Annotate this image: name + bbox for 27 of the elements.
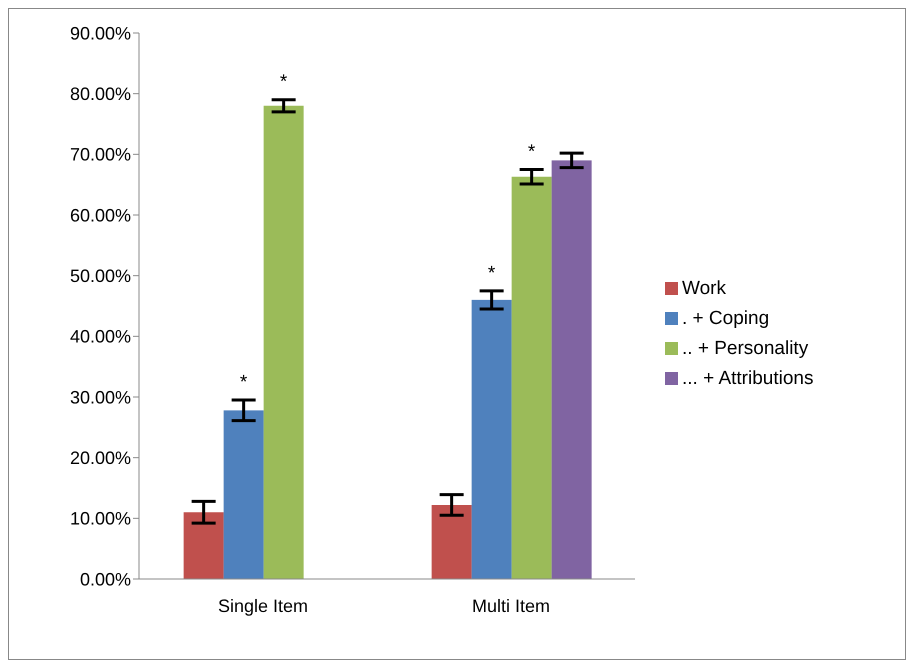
- data-label: *: [528, 142, 536, 162]
- y-tick-label: 30.00%: [70, 387, 131, 408]
- legend-label: ... + Attributions: [682, 368, 814, 389]
- bar: [552, 160, 592, 579]
- y-tick-label: 60.00%: [70, 205, 131, 226]
- bar: [184, 512, 224, 579]
- y-tick-label: 0.00%: [80, 569, 131, 590]
- bar: [472, 300, 512, 579]
- bar: [264, 106, 304, 579]
- bar: [432, 504, 472, 579]
- bar: [512, 176, 552, 579]
- y-tick-label: 70.00%: [70, 144, 131, 165]
- data-label: *: [240, 372, 248, 394]
- y-tick-label: 50.00%: [70, 266, 131, 286]
- bar: [224, 410, 264, 579]
- legend-label: .. + Personality: [682, 338, 808, 359]
- y-tick-label: 10.00%: [70, 508, 131, 529]
- y-tick-label: 40.00%: [70, 326, 131, 347]
- y-tick-label: 90.00%: [70, 23, 131, 44]
- data-label: *: [280, 72, 288, 93]
- y-tick-label: 20.00%: [70, 448, 131, 468]
- legend-label: . + Coping: [682, 308, 770, 329]
- y-tick-label: 80.00%: [70, 84, 131, 104]
- x-tick-label: Single Item: [218, 596, 308, 616]
- legend-label: Work: [682, 278, 726, 299]
- data-label: *: [488, 262, 496, 284]
- x-tick-label: Multi Item: [472, 596, 550, 616]
